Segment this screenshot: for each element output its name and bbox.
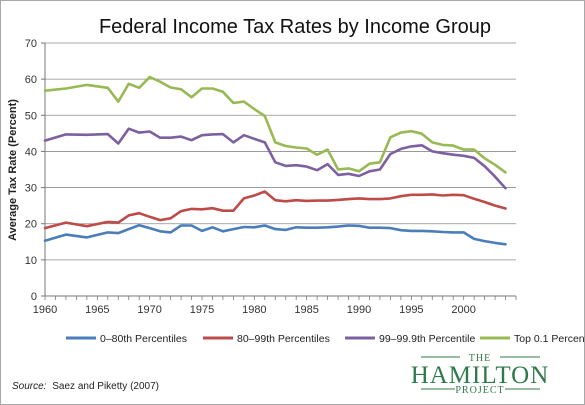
- x-tick-label-1970: 1970: [137, 304, 161, 316]
- gridlines: [45, 42, 516, 261]
- series-line-0: [43, 223, 507, 246]
- logo-main-text: HAMILTON: [411, 362, 550, 389]
- y-tick-label-0: 0: [31, 291, 37, 303]
- y-tick-labels: 0 10 20 30 40 50 60 70: [25, 38, 37, 303]
- x-tick-label-1975: 1975: [190, 304, 214, 316]
- y-axis-label: Average Tax Rate (Percent): [7, 99, 19, 241]
- series-line-2: [43, 127, 507, 190]
- x-tick-labels: 1960 1965 1970 1975 1980 1985 1990 1995 2000: [33, 304, 476, 316]
- y-tick-label-60: 60: [25, 74, 37, 86]
- legend-label-1: 80–99th Percentiles: [237, 333, 330, 345]
- series-line-3: [43, 75, 507, 174]
- logo-bottom-text: PROJECT: [455, 385, 504, 396]
- x-tick-label-1985: 1985: [294, 304, 318, 316]
- axes: [41, 42, 517, 300]
- x-tick-label-1990: 1990: [347, 304, 371, 316]
- chart-title: Federal Income Tax Rates by Income Group: [99, 16, 491, 38]
- source-note: Source: Saez and Piketty (2007): [12, 381, 159, 392]
- y-tick-label-30: 30: [25, 183, 37, 195]
- series-line-1: [43, 190, 507, 230]
- series-lines: [43, 75, 507, 246]
- source-label: Source:: [12, 381, 47, 392]
- x-tick-label-2000: 2000: [451, 304, 475, 316]
- y-tick-label-20: 20: [25, 219, 37, 231]
- x-tick-label-1965: 1965: [85, 304, 109, 316]
- legend-label-2: 99–99.9th Percentile: [379, 333, 475, 345]
- legend-label-0: 0–80th Percentiles: [100, 333, 187, 345]
- y-tick-label-50: 50: [25, 110, 37, 122]
- x-tick-label-1980: 1980: [242, 304, 266, 316]
- y-tick-label-40: 40: [25, 146, 37, 158]
- logo-top-text: THE: [469, 353, 491, 364]
- x-tick-label-1995: 1995: [399, 304, 423, 316]
- source-text: Saez and Piketty (2007): [52, 381, 159, 392]
- hamilton-project-logo: THE HAMILTON PROJECT: [411, 353, 550, 396]
- y-tick-label-10: 10: [25, 255, 37, 267]
- x-tick-label-1960: 1960: [33, 304, 57, 316]
- legend-label-3: Top 0.1 Percent: [514, 333, 585, 345]
- y-tick-label-70: 70: [25, 38, 37, 50]
- legend: 0–80th Percentiles 80–99th Percentiles 99–…: [66, 333, 585, 345]
